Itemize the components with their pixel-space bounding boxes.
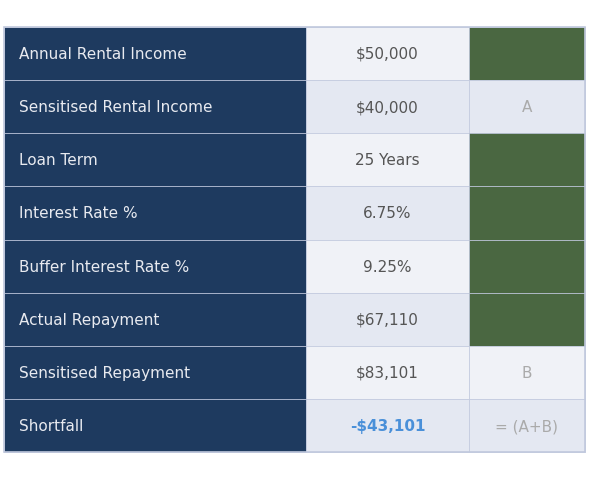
Text: B: B — [521, 365, 532, 380]
FancyBboxPatch shape — [469, 81, 585, 134]
Text: Loan Term: Loan Term — [19, 153, 97, 168]
Text: Shortfall: Shortfall — [19, 418, 83, 433]
FancyBboxPatch shape — [469, 399, 585, 452]
Text: 9.25%: 9.25% — [363, 259, 412, 274]
Text: 25 Years: 25 Years — [355, 153, 420, 168]
Text: Sensitised Rental Income: Sensitised Rental Income — [19, 100, 212, 115]
Text: Annual Rental Income: Annual Rental Income — [19, 47, 187, 62]
FancyBboxPatch shape — [306, 187, 469, 240]
FancyBboxPatch shape — [306, 346, 469, 399]
Text: Sensitised Repayment: Sensitised Repayment — [19, 365, 190, 380]
FancyBboxPatch shape — [4, 293, 306, 346]
FancyBboxPatch shape — [306, 81, 469, 134]
FancyBboxPatch shape — [469, 187, 585, 240]
FancyBboxPatch shape — [469, 28, 585, 81]
FancyBboxPatch shape — [306, 134, 469, 187]
Text: = (A+B): = (A+B) — [495, 418, 558, 433]
Text: $83,101: $83,101 — [356, 365, 419, 380]
FancyBboxPatch shape — [4, 81, 306, 134]
Text: $40,000: $40,000 — [356, 100, 419, 115]
FancyBboxPatch shape — [4, 240, 306, 293]
FancyBboxPatch shape — [4, 134, 306, 187]
FancyBboxPatch shape — [4, 346, 306, 399]
Text: Interest Rate %: Interest Rate % — [19, 206, 137, 221]
FancyBboxPatch shape — [306, 240, 469, 293]
FancyBboxPatch shape — [469, 240, 585, 293]
Text: A: A — [522, 100, 532, 115]
Text: Actual Repayment: Actual Repayment — [19, 312, 159, 327]
FancyBboxPatch shape — [4, 187, 306, 240]
FancyBboxPatch shape — [4, 28, 306, 81]
FancyBboxPatch shape — [469, 346, 585, 399]
FancyBboxPatch shape — [4, 399, 306, 452]
FancyBboxPatch shape — [306, 399, 469, 452]
FancyBboxPatch shape — [306, 293, 469, 346]
FancyBboxPatch shape — [469, 293, 585, 346]
Text: $67,110: $67,110 — [356, 312, 419, 327]
Text: $50,000: $50,000 — [356, 47, 419, 62]
Text: -$43,101: -$43,101 — [350, 418, 425, 433]
Text: Buffer Interest Rate %: Buffer Interest Rate % — [19, 259, 189, 274]
Text: 6.75%: 6.75% — [363, 206, 412, 221]
FancyBboxPatch shape — [469, 134, 585, 187]
FancyBboxPatch shape — [306, 28, 469, 81]
